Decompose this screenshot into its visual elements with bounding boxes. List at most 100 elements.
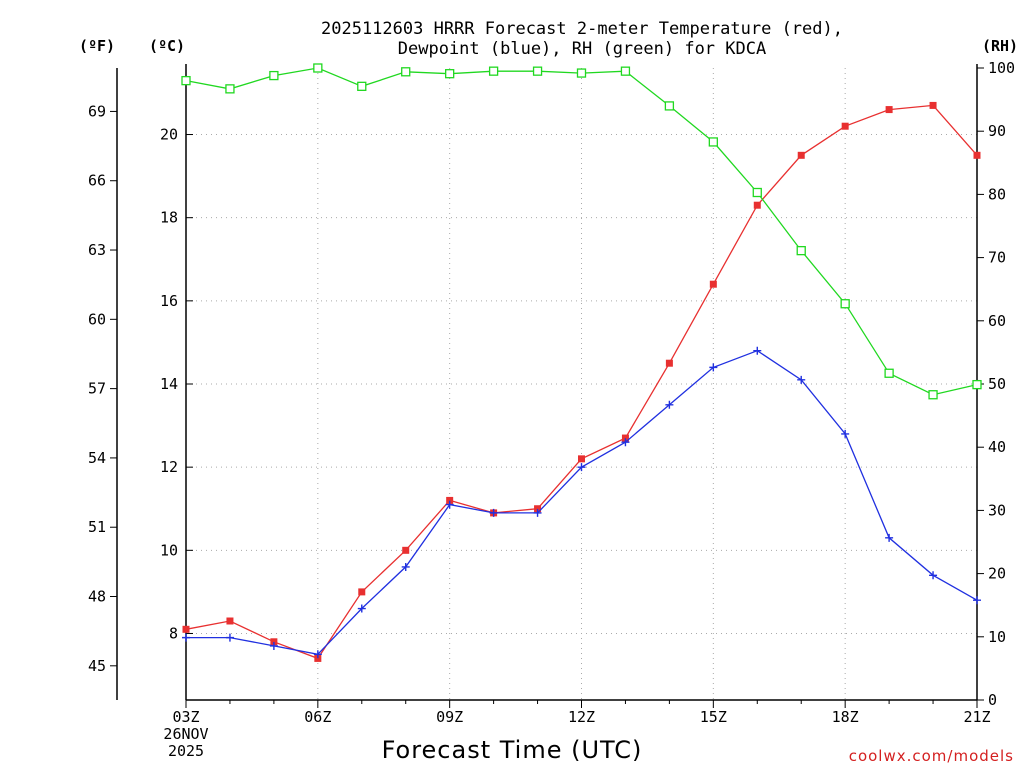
fahrenheit-tick-label: 57 (88, 380, 106, 398)
rh-tick-label: 50 (988, 375, 1006, 393)
rh-point (313, 63, 323, 73)
rh-tick-label: 70 (988, 249, 1006, 267)
rh-unit-label: (RH) (982, 37, 1018, 55)
temperature-point (621, 434, 629, 442)
rh-point (532, 66, 543, 76)
fahrenheit-tick-label: 48 (88, 588, 106, 606)
celsius-tick-label: 16 (160, 292, 178, 310)
rh-point (576, 68, 587, 78)
rh-point (708, 137, 718, 147)
celsius-tick-label: 10 (160, 541, 178, 559)
celsius-tick-label: 20 (160, 126, 178, 144)
dewpoint-point (621, 438, 630, 447)
temperature-point (578, 455, 585, 463)
temperature-point (841, 122, 849, 130)
temperature-point (446, 496, 454, 504)
fahrenheit-tick-label: 51 (88, 518, 106, 536)
x-tick-label: 21Z (963, 708, 990, 726)
rh-line (185, 67, 978, 396)
rh-tick-label: 90 (988, 122, 1006, 140)
rh-point (796, 245, 806, 256)
rh-tick-label: 20 (988, 565, 1006, 583)
date-label-year: 2025 (168, 742, 204, 760)
rh-point (357, 81, 367, 91)
rh-tick-label: 10 (988, 628, 1006, 646)
rh-point (840, 299, 850, 309)
dewpoint-point (269, 641, 278, 650)
rh-point (445, 69, 455, 79)
dewpoint-point (313, 650, 322, 659)
dewpoint-point (973, 596, 981, 605)
x-tick-label: 03Z (172, 708, 199, 726)
dewpoint-point (841, 429, 850, 438)
dewpoint-point (445, 500, 454, 509)
rh-point (488, 66, 499, 76)
rh-point (752, 187, 762, 198)
temperature-point (314, 654, 322, 662)
chart-title-line2: Dewpoint (blue), RH (green) for KDCA (398, 39, 766, 59)
rh-point (401, 67, 411, 77)
celsius-unit-label: (ºC) (149, 37, 185, 55)
axes: 8 10 12 14 16 18 20 45 48 51 54 57 60 63 66 69 0 10 20 30 40… (88, 59, 1015, 726)
temperature-point (929, 101, 937, 109)
dewpoint-point (797, 375, 806, 384)
rh-point (620, 66, 631, 76)
rh-point (181, 75, 191, 86)
date-label-day: 26NOV (163, 725, 208, 743)
temperature-point (182, 625, 190, 633)
temperature-point (358, 588, 366, 596)
dewpoint-point (885, 533, 894, 542)
fahrenheit-tick-label: 45 (88, 657, 106, 675)
celsius-tick-label: 12 (160, 458, 178, 476)
temperature-point (973, 151, 981, 159)
dewpoint-point (665, 400, 674, 409)
celsius-tick-label: 8 (169, 624, 178, 642)
temperature-point (753, 201, 761, 209)
temperature-point (534, 505, 542, 513)
celsius-tick-label: 18 (160, 209, 178, 227)
temperature-point (709, 280, 717, 288)
dewpoint-point (709, 363, 718, 372)
x-tick-label: 12Z (568, 708, 595, 726)
rh-tick-label: 60 (988, 312, 1006, 330)
rh-tick-label: 30 (988, 501, 1006, 519)
dewpoint-series (182, 346, 981, 659)
rh-point (225, 84, 235, 94)
dewpoint-point (489, 508, 498, 517)
temperature-point (226, 617, 234, 625)
grid-lines (186, 68, 977, 700)
rh-tick-label: 80 (988, 185, 1006, 203)
dewpoint-point (929, 571, 938, 580)
rh-point (972, 379, 982, 390)
chart-title-line1: 2025112603 HRRR Forecast 2-meter Tempera… (321, 19, 843, 39)
x-tick-label: 06Z (304, 708, 331, 726)
temperature-point (665, 359, 673, 367)
dewpoint-point (401, 562, 410, 571)
rh-tick-label: 40 (988, 438, 1006, 456)
temperature-point (270, 638, 278, 646)
temperature-series (182, 101, 981, 662)
dewpoint-point (753, 346, 762, 355)
rh-point (884, 368, 894, 378)
rh-point (664, 101, 675, 111)
temperature-point (402, 546, 410, 554)
fahrenheit-tick-label: 63 (88, 241, 106, 259)
fahrenheit-tick-label: 54 (88, 449, 106, 467)
dewpoint-point (357, 604, 366, 613)
dewpoint-point (225, 633, 234, 642)
fahrenheit-tick-label: 60 (88, 310, 106, 328)
dewpoint-point (577, 463, 586, 472)
fahrenheit-unit-label: (ºF) (79, 37, 115, 55)
rh-tick-label: 100 (988, 59, 1015, 77)
x-tick-label: 18Z (832, 708, 859, 726)
dewpoint-point (182, 633, 190, 642)
rh-tick-label: 0 (988, 691, 997, 709)
fahrenheit-tick-label: 66 (88, 172, 106, 190)
dewpoint-point (533, 508, 542, 517)
series-layer (181, 63, 982, 662)
rh-series (181, 63, 982, 400)
x-axis-title: Forecast Time (UTC) (382, 736, 643, 764)
credit-label: coolwx.com/models (849, 747, 1014, 765)
fahrenheit-tick-label: 69 (88, 102, 106, 120)
